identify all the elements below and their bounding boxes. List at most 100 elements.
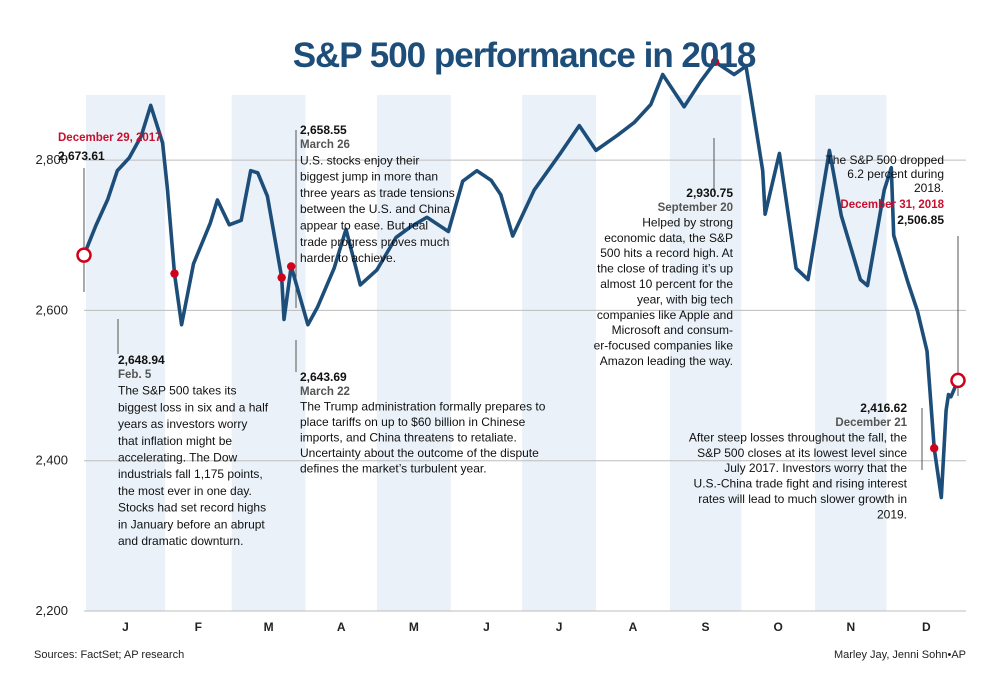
annotation-date: September 20 xyxy=(658,202,733,214)
annotation-value: 2,930.75 xyxy=(686,186,733,200)
x-tick-label: J xyxy=(122,620,129,634)
x-tick-label: A xyxy=(629,620,638,634)
month-band xyxy=(376,95,451,611)
x-tick-label: S xyxy=(702,620,710,634)
annotation-line: trade progress proves much xyxy=(300,235,449,249)
annotation-line: companies like Apple and xyxy=(597,308,733,322)
annotation-line: defines the market’s turbulent year. xyxy=(300,462,487,476)
footer-sources: Sources: FactSet; AP research xyxy=(34,649,184,661)
annotation-line: appear to ease. But real xyxy=(300,219,428,233)
annotation-line: three years as trade tensions xyxy=(300,186,455,200)
annotation-mar22: 2,643.69 March 22 The Trump administration… xyxy=(300,370,546,476)
annotation-line: harder to achieve. xyxy=(300,251,396,265)
annotation-value: 2,643.69 xyxy=(300,370,347,384)
marker-dot xyxy=(286,262,296,271)
annotation-line: that inflation might be xyxy=(118,434,232,448)
annotation-line: July 2017. Investors worry that the xyxy=(724,461,907,475)
x-tick-label: M xyxy=(264,620,274,634)
annotation-line: After steep losses throughout the fall, … xyxy=(689,430,907,444)
annotation-line: The S&P 500 takes its xyxy=(118,384,237,398)
annotation-line: imports, and China threatens to retaliat… xyxy=(300,431,517,445)
annotation-line: biggest loss in six and a half xyxy=(118,400,269,414)
annotation-value: 2,416.62 xyxy=(860,401,907,415)
annotation-value: 2,648.94 xyxy=(118,353,165,367)
marker-dot xyxy=(277,273,286,282)
annotation-line: The Trump administration formally prepar… xyxy=(300,400,546,414)
x-tick-label: J xyxy=(556,620,563,634)
annotation-line: economic data, the S&P xyxy=(604,231,733,245)
x-tick-label: F xyxy=(195,620,202,634)
annotation-line: in January before an abrupt xyxy=(118,517,265,531)
annotation-line: Stocks had set record highs xyxy=(118,501,266,515)
annotation-line: 6.2 percent during xyxy=(847,167,944,181)
annotation-date: December 31, 2018 xyxy=(840,199,944,211)
y-tick-label: 2,800 xyxy=(35,152,68,167)
footer-credit: Marley Jay, Jenni Sohn•AP xyxy=(834,649,966,661)
annotation-mar26: 2,658.55 March 26 U.S. stocks enjoy their b… xyxy=(300,123,455,265)
x-tick-label: O xyxy=(774,620,783,634)
annotation-line: Uncertainty about the outcome of the dis… xyxy=(300,446,539,460)
annotation-line: industrials fall 1,175 points, xyxy=(118,467,263,481)
annotation-line: er-focused companies like xyxy=(594,339,734,353)
annotation-line: rates will lead to much slower growth in xyxy=(698,492,907,506)
annotation-markers xyxy=(76,57,966,453)
marker-dot xyxy=(710,57,720,67)
annotation-line: place tariffs on up to $60 billion in Ch… xyxy=(300,415,526,429)
x-tick-label: M xyxy=(409,620,419,634)
month-band xyxy=(231,95,306,611)
month-bands xyxy=(86,95,887,611)
annotation-line: and dramatic downturn. xyxy=(118,534,243,548)
chart-title: S&P 500 performance in 2018 xyxy=(293,36,756,75)
month-band xyxy=(522,95,597,611)
annotation-line: almost 10 percent for the xyxy=(600,277,733,291)
annotation-line: biggest jump in more than xyxy=(300,170,438,184)
annotation-date: December 29, 2017 xyxy=(58,132,162,144)
annotation-line: The S&P 500 dropped xyxy=(825,153,944,167)
sp500-line xyxy=(82,60,960,500)
annotation-line: 500 hits a record high. At xyxy=(600,246,733,260)
annotation-line: accelerating. The Dow xyxy=(118,451,238,465)
annotation-line: Microsoft and consum- xyxy=(612,323,733,337)
annotation-feb5: 2,648.94 Feb. 5 The S&P 500 takes its bigge… xyxy=(118,353,269,548)
annotation-date: Feb. 5 xyxy=(118,369,152,381)
annotation-line: U.S.-China trade fight and rising intere… xyxy=(694,477,908,491)
annotation-line: 2018. xyxy=(914,181,944,195)
y-axis-ticks: 2,200 2,400 2,600 2,800 xyxy=(35,152,68,618)
marker-ring xyxy=(950,372,966,389)
annotations: December 29, 2017 2,673.61 2,648.94 Feb. 5 T… xyxy=(58,123,945,548)
annotation-value: 2,658.55 xyxy=(300,123,347,137)
x-tick-label: N xyxy=(846,620,855,634)
gridlines xyxy=(84,159,966,612)
month-band xyxy=(669,95,742,611)
annotation-line: S&P 500 closes at its lowest level since xyxy=(697,446,907,460)
marker-ring xyxy=(76,247,92,263)
y-tick-label: 2,400 xyxy=(35,453,68,468)
annotation-line: 2019. xyxy=(877,507,907,521)
annotation-line: the close of trading it’s up xyxy=(597,262,733,276)
annotation-date: December 21 xyxy=(835,417,907,429)
y-tick-label: 2,600 xyxy=(35,302,68,317)
annotation-line: year, with big tech xyxy=(637,292,733,306)
annotation-line: between the U.S. and China xyxy=(300,202,450,216)
annotation-line: years as investors worry xyxy=(118,417,247,431)
x-tick-label: A xyxy=(337,620,346,634)
x-tick-label: J xyxy=(483,620,490,634)
annotation-date: March 22 xyxy=(300,386,350,398)
marker-dot xyxy=(170,269,179,278)
annotation-line: the most ever in one day. xyxy=(118,484,252,498)
annotation-line: Helped by strong xyxy=(642,215,733,229)
annotation-line: Amazon leading the way. xyxy=(600,354,733,368)
annotation-value: 2,506.85 xyxy=(897,213,944,227)
month-band xyxy=(815,95,887,611)
annotation-value: 2,673.61 xyxy=(58,149,105,163)
marker-dot xyxy=(929,444,939,453)
annotation-date: March 26 xyxy=(300,139,350,151)
annotation-line: U.S. stocks enjoy their xyxy=(300,153,419,167)
y-tick-label: 2,200 xyxy=(35,603,68,618)
x-tick-label: D xyxy=(922,620,931,634)
